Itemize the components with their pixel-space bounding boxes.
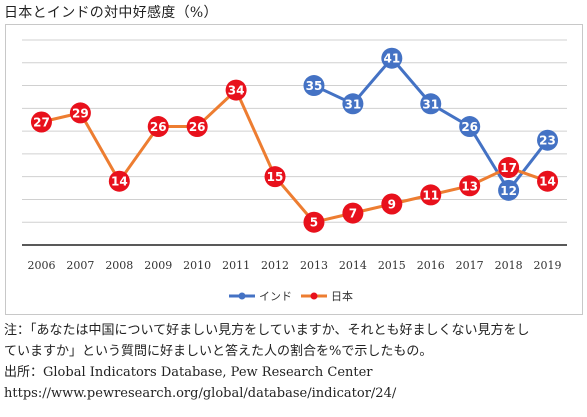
- data-label: 17: [500, 161, 517, 175]
- data-label: 26: [189, 120, 206, 134]
- data-label: 14: [111, 175, 128, 189]
- x-tick-label: 2015: [378, 259, 406, 272]
- data-label: 7: [349, 207, 357, 221]
- data-point: [264, 166, 286, 188]
- data-point: [537, 129, 559, 151]
- data-point: [342, 93, 364, 115]
- data-point: [381, 47, 403, 69]
- data-point: [303, 75, 325, 97]
- data-label: 31: [422, 97, 439, 111]
- data-point: [30, 111, 52, 133]
- data-point: [381, 193, 403, 215]
- data-label: 12: [500, 184, 517, 198]
- notes: 注：「あなたは中国について好ましい見方をしていますか、それとも好ましくない見方を…: [4, 320, 584, 404]
- data-label: 15: [267, 170, 284, 184]
- x-tick-label: 2006: [27, 259, 55, 272]
- data-label: 11: [422, 188, 439, 202]
- data-label: 13: [461, 179, 478, 193]
- line-chart: 2006 2007 2008 2009 2010 2011 2012 2013 2014 2015…: [22, 39, 567, 303]
- data-point: [342, 202, 364, 224]
- data-point: [420, 93, 442, 115]
- data-label: 27: [33, 116, 50, 130]
- x-tick-label: 2008: [105, 259, 133, 272]
- data-point: [225, 79, 247, 101]
- data-point: [186, 116, 208, 138]
- data-label: 9: [388, 198, 396, 212]
- data-label: 34: [228, 84, 245, 98]
- x-tick-label: 2011: [222, 259, 250, 272]
- data-point: [69, 102, 91, 124]
- data-label: 41: [383, 52, 400, 66]
- x-tick-label: 2014: [339, 259, 367, 272]
- data-point: [459, 175, 481, 197]
- x-tick-label: 2013: [300, 259, 328, 272]
- chart-title: 日本とインドの対中好感度（%）: [4, 5, 218, 21]
- data-label: 26: [150, 120, 167, 134]
- data-label: 29: [72, 106, 89, 120]
- data-label: 5: [310, 216, 318, 230]
- source-line: 出所：Global Indicators Database, Pew Resea…: [4, 365, 373, 380]
- x-tick-label: 2010: [183, 259, 211, 272]
- legend-marker-0: [238, 292, 246, 300]
- note-line-1: 注：「あなたは中国について好ましい見方をしていますか、それとも好ましくない見方を…: [4, 323, 530, 338]
- data-point: [498, 157, 520, 179]
- x-tick-label: 2016: [417, 259, 445, 272]
- x-tick-label: 2012: [261, 259, 289, 272]
- x-tick-label: 2009: [144, 259, 172, 272]
- source-url: https://www.pewresearch.org/global/datab…: [4, 386, 397, 401]
- x-tick-label: 2018: [495, 259, 523, 272]
- data-point: [498, 179, 520, 201]
- legend-marker-1: [310, 292, 318, 300]
- data-point: [420, 184, 442, 206]
- legend-label-0: インド: [259, 290, 292, 303]
- data-point: [459, 116, 481, 138]
- chart-frame: [5, 24, 583, 315]
- legend-label-1: 日本: [331, 289, 353, 303]
- data-point: [537, 170, 559, 192]
- data-point: [108, 170, 130, 192]
- note-line-2: ていますか」という質問に好ましいと答えた人の割合を%で示したもの。: [4, 344, 433, 359]
- data-point: [147, 116, 169, 138]
- x-tick-label: 2017: [456, 259, 484, 272]
- data-label: 23: [539, 134, 556, 148]
- x-tick-label: 2007: [66, 259, 94, 272]
- data-label: 31: [345, 97, 362, 111]
- data-label: 14: [539, 175, 556, 189]
- series-line-1: [41, 88, 549, 224]
- data-label: 26: [461, 120, 478, 134]
- data-label: 35: [306, 79, 323, 93]
- data-point: [303, 211, 325, 233]
- x-tick-label: 2019: [534, 259, 562, 272]
